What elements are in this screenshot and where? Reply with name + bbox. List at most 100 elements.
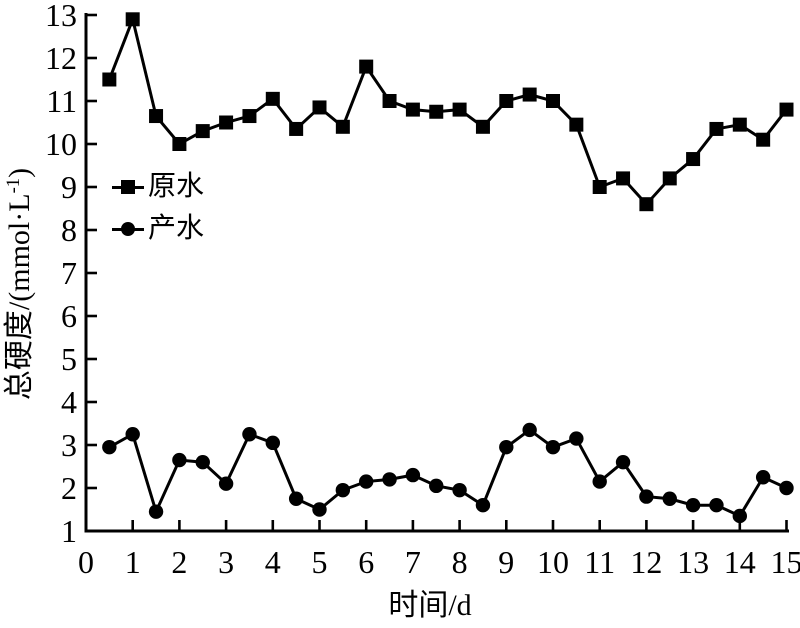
raw-water-point (382, 94, 397, 108)
x-tick-label: 7 (405, 544, 421, 580)
raw-water-point (312, 100, 327, 115)
x-tick-label: 5 (312, 544, 328, 580)
raw-water-point (125, 12, 140, 27)
legend-item-raw-water: 原水 (112, 170, 204, 204)
product-water-point (685, 498, 701, 513)
product-water-point (755, 470, 771, 485)
y-tick-label: 3 (61, 427, 77, 463)
product-water-point (639, 489, 654, 504)
y-tick-label: 9 (61, 169, 77, 205)
raw-water-point (732, 117, 747, 132)
raw-water-point (522, 87, 537, 102)
raw-water-point (616, 171, 631, 186)
raw-water-point (265, 91, 280, 106)
raw-water-point (592, 180, 607, 194)
product-water-point (779, 480, 794, 496)
raw-water-point (475, 119, 490, 134)
raw-water-point (289, 121, 304, 136)
y-tick-label: 13 (45, 0, 77, 33)
raw-water-point (172, 137, 187, 151)
y-tick-label: 1 (61, 513, 77, 549)
raw-water-point (149, 109, 164, 124)
square-marker-icon (112, 179, 144, 195)
x-tick-label: 15 (771, 544, 800, 580)
product-water-point (265, 435, 280, 451)
x-tick-label: 10 (537, 544, 569, 580)
legend-square (121, 180, 135, 194)
product-water-point (242, 427, 257, 442)
x-tick-label: 8 (452, 544, 468, 580)
raw-water-point (686, 152, 701, 167)
product-water-line (108, 428, 788, 518)
x-tick-label: 14 (724, 544, 756, 580)
product-water-point (312, 502, 327, 517)
product-water-point (709, 498, 724, 513)
y-axis-title-text: 总硬度/(mmol·L (3, 193, 36, 401)
y-tick-label: 7 (61, 255, 77, 291)
y-tick-label: 2 (61, 470, 77, 506)
raw-water-line (107, 14, 788, 207)
product-water-point (429, 478, 444, 494)
raw-water-point (639, 197, 654, 212)
x-tick-label: 13 (677, 544, 709, 580)
legend-item-product-water: 产水 (112, 212, 204, 246)
product-water-point (218, 476, 234, 491)
raw-water-point (219, 115, 234, 130)
y-tick-label: 5 (61, 341, 77, 377)
product-water-point (499, 439, 514, 455)
legend: 原水 产水 (112, 170, 204, 254)
raw-water-point (546, 94, 560, 108)
legend-label-product-water: 产水 (148, 213, 205, 244)
x-tick-label: 12 (630, 544, 662, 580)
x-tick-label: 4 (265, 544, 281, 580)
y-tick-label: 11 (46, 83, 77, 119)
product-water-point (288, 491, 304, 506)
legend-label-raw-water: 原水 (148, 171, 205, 202)
raw-water-point (102, 72, 117, 87)
product-water-point (335, 482, 351, 498)
y-tick-label: 8 (61, 212, 77, 248)
product-water-point (662, 491, 677, 506)
product-water-point (732, 508, 747, 524)
product-water-point (102, 439, 117, 455)
x-axis-title: 时间/d (388, 589, 472, 622)
raw-water-point (195, 124, 210, 139)
raw-water-point (335, 119, 350, 134)
product-water-point (569, 431, 584, 446)
raw-water-point (569, 117, 584, 132)
legend-circle (121, 222, 135, 236)
raw-water-point (405, 102, 420, 117)
raw-water-point (242, 109, 257, 124)
product-water-point (475, 498, 491, 513)
product-water-point (172, 452, 187, 468)
x-tick-label: 1 (125, 544, 141, 580)
y-tick-label: 12 (45, 40, 77, 76)
product-water-point (359, 474, 374, 489)
product-water-point (405, 467, 421, 483)
product-water-point (615, 455, 631, 470)
raw-water-point (662, 171, 677, 186)
y-axis-title-superscript: -1 (2, 177, 24, 194)
x-tick-label: 0 (78, 544, 94, 580)
product-water-point (452, 482, 467, 498)
raw-water-point (756, 132, 771, 147)
raw-water-point (359, 59, 374, 74)
x-tick-label: 6 (358, 544, 374, 580)
product-water-point (195, 455, 210, 470)
y-tick-label: 10 (45, 126, 77, 162)
x-tick-label: 9 (498, 544, 514, 580)
x-tick-label: 3 (218, 544, 234, 580)
raw-water-point (499, 94, 514, 108)
raw-water-point (429, 104, 444, 119)
product-water-point (125, 427, 140, 442)
product-water-point (545, 439, 561, 455)
raw-water-point (452, 102, 467, 117)
x-tick-label: 2 (171, 544, 187, 580)
raw-water-point (709, 121, 724, 136)
circle-marker-icon (112, 221, 144, 237)
product-water-point (148, 504, 164, 519)
y-tick-label: 4 (61, 384, 77, 420)
x-tick-label: 11 (584, 544, 615, 580)
